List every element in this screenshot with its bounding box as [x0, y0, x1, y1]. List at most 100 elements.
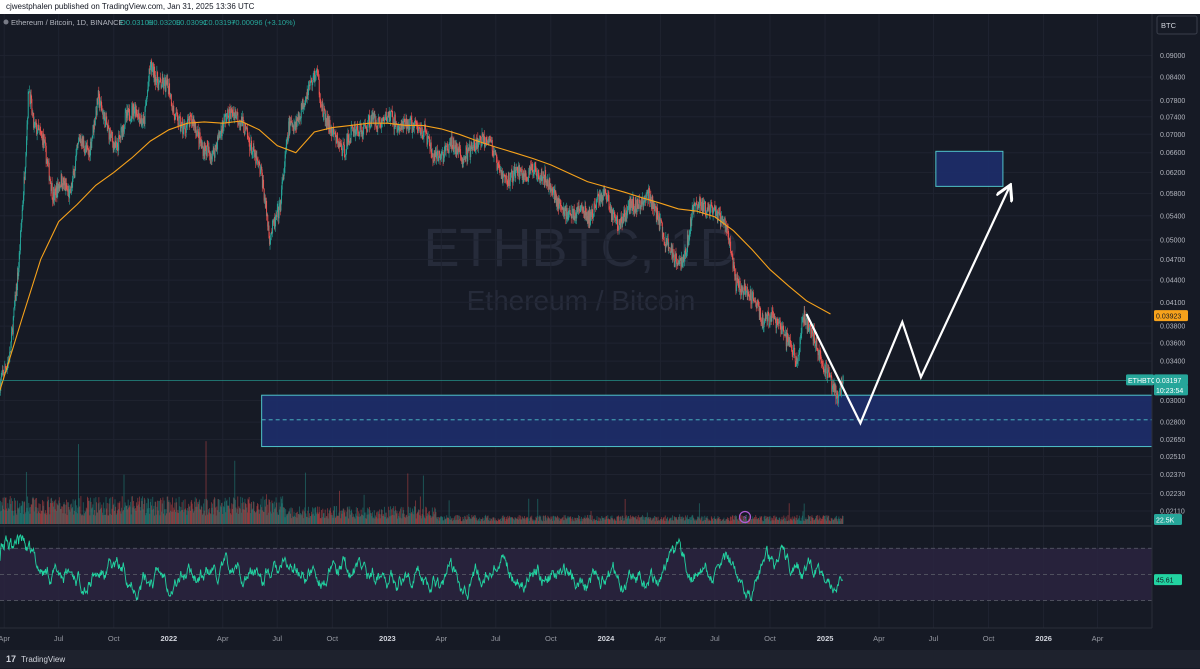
time-tick-label: Jul [710, 634, 720, 643]
candle-body [22, 210, 23, 220]
svg-text:45.61: 45.61 [1156, 578, 1174, 585]
watermark-name: Ethereum / Bitcoin [467, 285, 696, 316]
svg-text:0.03923: 0.03923 [1156, 314, 1181, 321]
footer-bar: 17 TradingView [0, 650, 1200, 668]
symbol-status-icon [4, 20, 9, 25]
time-tick-label: Oct [326, 634, 339, 643]
ma-value-badge: 0.03923 [1154, 310, 1188, 321]
candle-body [25, 156, 26, 168]
candle-body [553, 192, 554, 194]
time-tick-label: 2022 [161, 634, 178, 643]
candle-body [341, 143, 342, 148]
time-tick-label: Jul [929, 634, 939, 643]
time-tick-label: 2024 [598, 634, 616, 643]
candle-body [312, 82, 313, 85]
candle-body [730, 242, 731, 251]
candle-body [145, 105, 146, 107]
rsi-value-badge: 45.61 [1154, 574, 1182, 585]
candle-body [449, 144, 450, 153]
price-tick-label: 0.03600 [1160, 341, 1185, 348]
candle-body [178, 115, 179, 124]
candle-body [236, 115, 237, 118]
currency-button[interactable]: BTC [1157, 16, 1197, 34]
tradingview-logo-icon: 17 [6, 650, 16, 668]
price-tick-label: 0.03800 [1160, 324, 1185, 331]
time-tick-label: Apr [1092, 634, 1104, 643]
candle-body [334, 134, 335, 135]
volume-bar [843, 516, 844, 524]
candle-body [494, 151, 495, 156]
symbol-header: Ethereum / Bitcoin, 1D, BINANCE O0.03101… [4, 18, 296, 27]
price-tick-label: 0.03400 [1160, 359, 1185, 366]
price-tick-label: 0.09000 [1160, 53, 1185, 60]
price-tick-label: 0.06200 [1160, 170, 1185, 177]
candle-body [95, 119, 96, 125]
time-tick-label: Oct [764, 634, 777, 643]
candle-body [272, 221, 273, 234]
candle-body [515, 170, 516, 178]
price-tick-label: 0.02370 [1160, 472, 1185, 479]
price-chart[interactable]: ETHBTC, 1D Ethereum / Bitcoin 80.0060.00… [0, 14, 1200, 650]
ohlc-change: +0.00096 (+3.10%) [231, 18, 296, 27]
price-tick-label: 0.02510 [1160, 454, 1185, 461]
price-tick-label: 0.02650 [1160, 437, 1185, 444]
time-tick-label: 2023 [379, 634, 396, 643]
countdown-badge: 10:23:54 [1154, 384, 1188, 395]
price-tick-label: 0.04700 [1160, 257, 1185, 264]
time-tick-label: Oct [108, 634, 121, 643]
price-tick-label: 0.07800 [1160, 98, 1185, 105]
price-tick-label: 0.02800 [1160, 420, 1185, 427]
candle-body [519, 170, 520, 178]
time-tick-label: 2025 [817, 634, 834, 643]
time-tick-label: Apr [655, 634, 667, 643]
candle-body [317, 69, 318, 71]
price-tick-label: 0.03000 [1160, 398, 1185, 405]
candle-body [664, 237, 665, 242]
candle-body [795, 356, 796, 361]
candle-body [179, 117, 180, 125]
last-price-badge: 0.03197 [1154, 374, 1188, 385]
candle-body [75, 161, 76, 171]
svg-text:0.03197: 0.03197 [1156, 378, 1181, 385]
candle-body [100, 106, 101, 108]
candle-body [763, 314, 764, 327]
time-tick-label: Apr [217, 634, 229, 643]
candle-body [564, 211, 565, 216]
price-tick-label: 0.05800 [1160, 191, 1185, 198]
last-symbol-badge: ETHBTC [1126, 374, 1156, 385]
candle-body [593, 217, 594, 218]
candle-body [136, 109, 137, 114]
candle-body [843, 376, 844, 384]
candle-body [76, 148, 77, 155]
candle-body [704, 203, 705, 211]
price-tick-label: 0.02230 [1160, 491, 1185, 498]
time-tick-label: Jul [491, 634, 501, 643]
candle-body [28, 92, 29, 118]
candle-body [460, 149, 461, 156]
svg-text:22.5K: 22.5K [1156, 518, 1175, 525]
volume-bar [537, 499, 538, 524]
candle-body [175, 113, 176, 119]
candle-body [243, 117, 244, 120]
time-tick-label: Oct [545, 634, 558, 643]
candle-body [125, 113, 126, 125]
time-tick-label: 2026 [1035, 634, 1052, 643]
currency-label: BTC [1161, 21, 1177, 30]
candle-body [245, 124, 246, 126]
candle-body [384, 120, 385, 121]
candle-body [173, 106, 174, 114]
candle-body [187, 119, 188, 124]
time-tick-label: Apr [0, 634, 11, 643]
candle-body [263, 180, 264, 189]
candle-body [206, 146, 207, 156]
candle-body [344, 145, 345, 156]
candle-body [422, 127, 423, 135]
price-tick-label: 0.05000 [1160, 237, 1185, 244]
candle-body [169, 83, 170, 94]
candle-body [510, 173, 511, 178]
publish-info-text: cjwestphalen published on TradingView.co… [6, 2, 254, 11]
price-tick-label: 0.04100 [1160, 300, 1185, 307]
time-tick-label: Apr [435, 634, 447, 643]
time-axis[interactable]: Apr Jul Oct 2022 Apr Jul Oct 2023 Apr Jul Oct 2024 A… [0, 628, 1200, 650]
support-zone [262, 395, 1152, 446]
